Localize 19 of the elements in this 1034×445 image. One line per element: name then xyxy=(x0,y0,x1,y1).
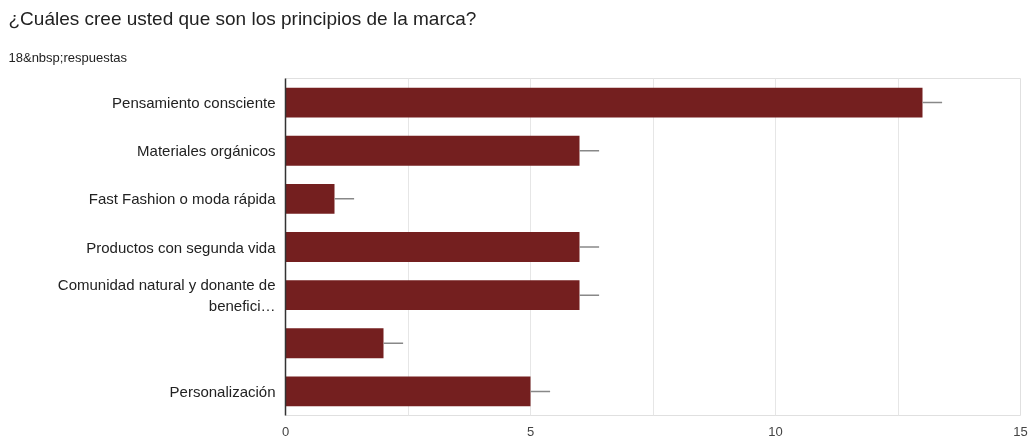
bar xyxy=(285,87,923,118)
y-tick-label: Productos con segunda vida xyxy=(86,238,277,256)
y-tick-label: Comunidad natural y donante de benefici… xyxy=(57,276,276,314)
x-tick-label: 0 xyxy=(281,423,290,439)
bar xyxy=(285,280,580,311)
y-tick-label: Materiales orgánicos xyxy=(137,142,276,160)
chart-title: ¿Cuáles cree usted que son los principios de la marca? xyxy=(8,7,477,29)
x-tick-label: 15 xyxy=(1013,423,1028,439)
y-tick-label: Personalización xyxy=(169,382,276,400)
bar xyxy=(285,232,580,262)
text: 18&nbsp;respuestas xyxy=(8,49,128,65)
bar xyxy=(285,183,335,214)
bar xyxy=(285,135,580,166)
bar xyxy=(285,328,384,359)
y-tick-label: Pensamiento consciente xyxy=(112,94,276,112)
x-tick-label: 10 xyxy=(768,423,783,439)
y-tick-label: Fast Fashion o moda rápida xyxy=(88,190,277,208)
x-tick-label: 5 xyxy=(526,423,535,439)
bar xyxy=(285,376,531,407)
